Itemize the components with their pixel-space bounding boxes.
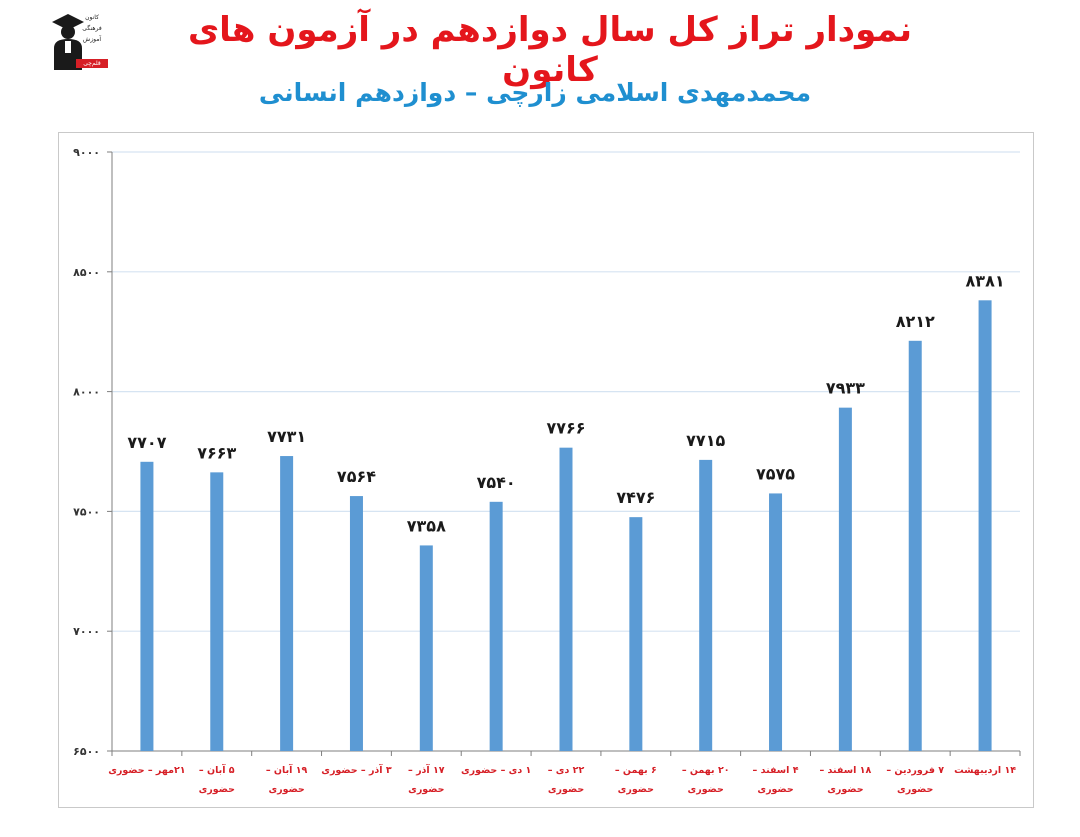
category-label: ۲۲ دی – (548, 765, 585, 776)
value-label: ۷۶۶۳ (197, 443, 236, 462)
logo-line-1: کانون (85, 14, 99, 21)
value-label: ۷۷۱۵ (686, 431, 725, 450)
category-label: حضوری (618, 784, 654, 795)
bar (838, 407, 852, 751)
bar (419, 545, 433, 751)
value-label: ۷۵۶۴ (337, 467, 376, 486)
value-label: ۸۳۸۱ (966, 271, 1005, 290)
category-label: ۱۷ آذر – (408, 763, 445, 776)
graduate-icon (52, 14, 84, 70)
bar (559, 447, 573, 751)
category-label: حضوری (199, 784, 235, 795)
category-label: ۱ دی – حضوری (461, 765, 531, 776)
bars (140, 300, 992, 751)
category-label: حضوری (757, 784, 793, 795)
bar (769, 493, 783, 751)
y-tick-label: ۸۰۰۰ (73, 386, 100, 399)
bar (140, 461, 154, 751)
page-title: نمودار تراز کل سال دوازدهم در آزمون های … (187, 10, 912, 90)
chart-frame (58, 132, 1034, 808)
category-labels: ۲۱مهر – حضوری ۵ آبان – حضوری ۱۹ آبان – حضوری… (108, 763, 1016, 795)
value-label: ۷۷۶۶ (546, 419, 585, 438)
bar (349, 496, 363, 751)
logo-line-3: آموزش (82, 36, 102, 43)
value-label: ۷۵۷۵ (756, 464, 795, 483)
value-label: ۸۲۱۲ (896, 312, 935, 331)
value-label: ۷۵۴۰ (477, 473, 516, 492)
y-tick-label: ۹۰۰۰ (73, 146, 100, 159)
logo-badge: قلم‌چی (76, 59, 108, 68)
y-tick-label: ۶۵۰۰ (73, 745, 100, 758)
y-tick-labels: ۶۵۰۰ ۷۰۰۰ ۷۵۰۰ ۸۰۰۰ ۸۵۰۰ ۹۰۰۰ (73, 146, 100, 758)
bar (629, 517, 643, 751)
category-label: ۴ اسفند – (753, 765, 799, 776)
category-label: حضوری (897, 784, 933, 795)
bar (699, 459, 713, 751)
category-label: ۱۴ اردیبهشت (954, 765, 1016, 776)
logo-line-2: فرهنگی (82, 25, 102, 32)
bar (908, 340, 922, 751)
value-label: ۷۷۳۱ (267, 427, 306, 446)
category-label: ۳ آذر – حضوری (321, 763, 392, 776)
category-label: حضوری (268, 784, 304, 795)
y-tick-label: ۷۵۰۰ (73, 505, 100, 518)
category-label: حضوری (408, 784, 444, 795)
category-label: حضوری (688, 784, 724, 795)
category-label: حضوری (827, 784, 863, 795)
category-label: حضوری (548, 784, 584, 795)
value-label: ۷۴۷۶ (616, 488, 655, 507)
category-label: ۱۹ آبان – (266, 763, 308, 776)
category-label: ۱۸ اسفند – (819, 765, 871, 776)
value-label: ۷۹۳۳ (826, 379, 865, 398)
category-label: ۷ فروردین – (886, 765, 944, 776)
y-tick-label: ۸۵۰۰ (73, 266, 100, 279)
category-label: ۵ آبان – (199, 763, 235, 776)
value-label: ۷۷۰۷ (127, 433, 166, 452)
y-tick-label: ۷۰۰۰ (73, 625, 100, 638)
bar (210, 472, 224, 751)
value-label: ۷۳۵۸ (407, 516, 446, 535)
page-subtitle: محمدمهدی اسلامی زارچی – دوازدهم انسانی (258, 78, 812, 107)
category-label: ۲۰ بهمن – (682, 765, 730, 776)
bar (489, 501, 503, 751)
bar (280, 456, 294, 751)
category-label: ۲۱مهر – حضوری (108, 765, 185, 776)
value-labels: ۷۷۰۷ ۷۶۶۳ ۷۷۳۱ ۷۵۶۴ ۷۳۵۸ ۷۵۴۰ ۷۷۶۶ ۷۴۷۶ ۷۷۱۵ ۷۵۷۵… (127, 271, 1004, 535)
category-label: ۶ بهمن – (615, 765, 657, 776)
bar (978, 300, 992, 751)
